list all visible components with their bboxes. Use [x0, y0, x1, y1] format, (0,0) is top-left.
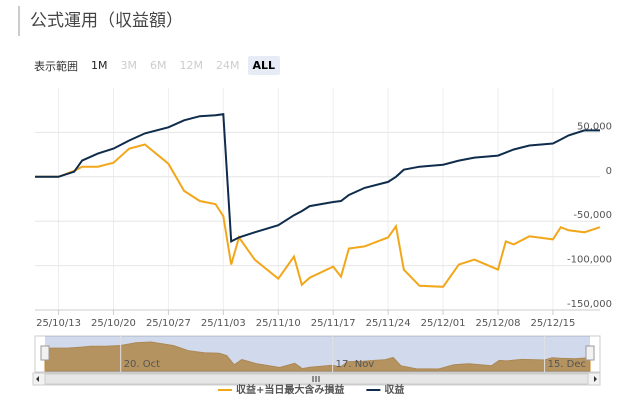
navigator-handle[interactable] [585, 345, 595, 361]
page-title: 公式運用（収益額） [18, 6, 183, 36]
range-button[interactable]: 6M [150, 59, 167, 72]
y-tick-label: -100,000 [567, 255, 612, 266]
range-button[interactable]: ALL [247, 56, 281, 75]
x-tick-label: 25/10/13 [36, 318, 81, 329]
navigator-label: 15. Dec [548, 359, 586, 370]
navigator-label: 20. Oct [124, 359, 160, 370]
x-tick-label: 25/12/15 [530, 318, 575, 329]
scrollbar-grip [312, 376, 320, 382]
range-button[interactable]: 3M [120, 59, 138, 72]
y-tick-label: -50,000 [573, 210, 612, 221]
range-button[interactable]: 1M [91, 59, 108, 72]
navigator-label: 17. Nov [336, 359, 375, 370]
range-label: 表示範囲 [34, 59, 78, 73]
range-button[interactable]: 12M [179, 59, 204, 72]
navigator-mask [45, 336, 590, 372]
series-line [35, 143, 601, 288]
navigator-handle[interactable] [40, 345, 50, 361]
x-tick-label: 25/12/08 [476, 318, 521, 329]
x-tick-label: 25/10/27 [146, 318, 191, 329]
series-line [35, 113, 600, 243]
legend-label[interactable]: 収益+当日最大含み損益 [236, 383, 344, 396]
y-tick-label: 0 [606, 166, 612, 177]
range-button[interactable]: 24M [216, 59, 240, 72]
x-tick-label: 25/10/20 [91, 318, 136, 329]
range-selector: 表示範囲 1M 3M 6M 12M 24M ALL [34, 56, 283, 75]
legend-label[interactable]: 収益 [384, 383, 404, 396]
y-tick-label: 50,000 [577, 121, 612, 132]
x-tick-label: 25/12/01 [421, 318, 466, 329]
x-tick-label: 25/11/24 [366, 318, 411, 329]
x-tick-label: 25/11/17 [311, 318, 356, 329]
y-tick-label: -150,000 [567, 299, 612, 310]
x-tick-label: 25/11/10 [256, 318, 301, 329]
x-tick-label: 25/11/03 [201, 318, 246, 329]
